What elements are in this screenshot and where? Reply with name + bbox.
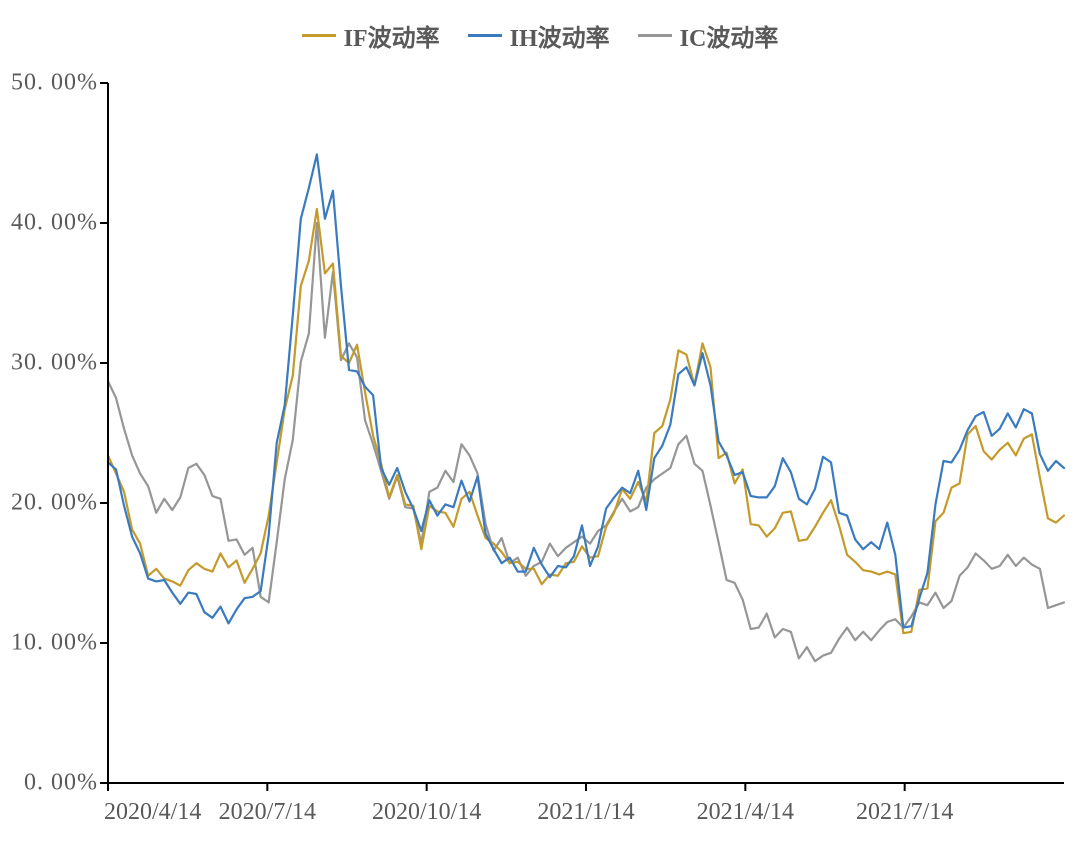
legend-label: IC波动率	[680, 18, 779, 53]
y-tick-label: 30. 00%	[11, 350, 98, 377]
chart-legend: IF波动率 IH波动率 IC波动率	[0, 0, 1080, 63]
y-tick-label: 20. 00%	[11, 490, 98, 517]
legend-item-ih: IH波动率	[468, 18, 610, 53]
legend-swatch-if	[302, 34, 336, 37]
y-tick-label: 40. 00%	[11, 210, 98, 237]
x-tick-label: 2020/10/14	[372, 799, 481, 826]
chart-area: 0. 00%10. 00%20. 00%30. 00%40. 00%50. 00…	[0, 63, 1080, 858]
legend-label: IF波动率	[344, 18, 440, 53]
legend-item-if: IF波动率	[302, 18, 440, 53]
legend-item-ic: IC波动率	[638, 18, 779, 53]
x-axis-ticks: 2020/4/14 2020/7/14 2020/10/14 2021/1/14 202…	[0, 791, 1080, 835]
y-tick-label: 10. 00%	[11, 630, 98, 657]
y-axis-ticks: 0. 00%10. 00%20. 00%30. 00%40. 00%50. 00…	[0, 63, 108, 858]
y-tick-label: 50. 00%	[11, 70, 98, 97]
x-tick-label: 2021/1/14	[537, 799, 634, 826]
series-line	[108, 209, 1064, 633]
x-tick-label: 2021/7/14	[856, 799, 953, 826]
plot-area	[108, 83, 1064, 793]
legend-swatch-ic	[638, 34, 672, 37]
x-tick-label: 2021/4/14	[697, 799, 794, 826]
x-tick-label: 2020/7/14	[219, 799, 316, 826]
legend-swatch-ih	[468, 34, 502, 37]
legend-label: IH波动率	[510, 18, 610, 53]
series-line	[108, 154, 1064, 627]
x-tick-label: 2020/4/14	[104, 799, 201, 826]
